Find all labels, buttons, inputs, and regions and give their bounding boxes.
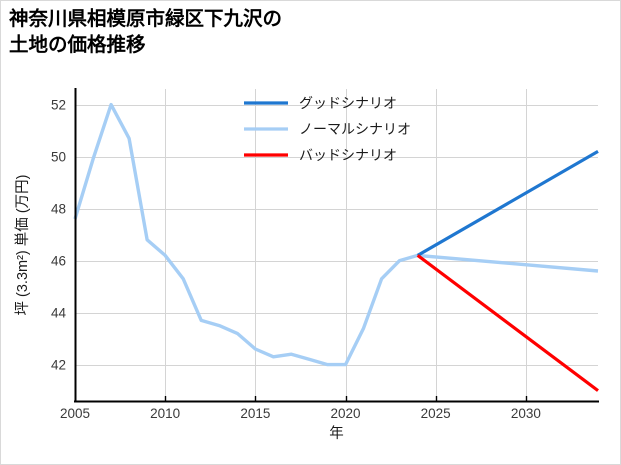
series-group [73,102,599,392]
y-tick-label-42: 42 [51,358,66,373]
axis-lines-group [74,88,599,403]
chart-title: 神奈川県相模原市緑区下九沢の 土地の価格推移 [9,8,283,56]
legend-label: グッドシナリオ [299,95,397,111]
x-tick-labels: 2005 2010 2015 2020 2025 2030 [60,406,541,421]
x-tick-label-2015: 2015 [240,406,270,421]
y-axis-title: 坪 (3.3m²) 単価 (万円) [14,175,31,316]
y-tick-label-46: 46 [51,254,66,269]
y-tick-label-44: 44 [51,306,67,321]
x-tick-label-2025: 2025 [421,406,451,421]
y-tick-labels: 42 44 46 48 50 52 [51,98,67,373]
x-tick-label-2030: 2030 [511,406,541,421]
y-tick-label-50: 50 [51,150,66,165]
series-line-normal [73,102,599,367]
legend-item-normal[interactable]: ノーマルシナリオ [244,121,411,137]
legend-item-good[interactable]: グッドシナリオ [244,95,397,111]
series-line-bad [416,254,599,392]
x-tick-label-2005: 2005 [60,406,90,421]
legend-label: バッドシナリオ [299,147,397,163]
x-tick-label-2020: 2020 [330,406,360,421]
series-line-good [416,150,599,257]
y-tick-label-48: 48 [51,202,66,217]
axis-titles-group: 年 坪 (3.3m²) 単価 (万円) [14,175,344,442]
legend-label: ノーマルシナリオ [299,121,411,137]
legend-item-bad[interactable]: バッドシナリオ [244,147,397,163]
x-axis-title: 年 [329,425,344,442]
y-tick-label-52: 52 [51,98,66,113]
x-tick-label-2010: 2010 [150,406,180,421]
